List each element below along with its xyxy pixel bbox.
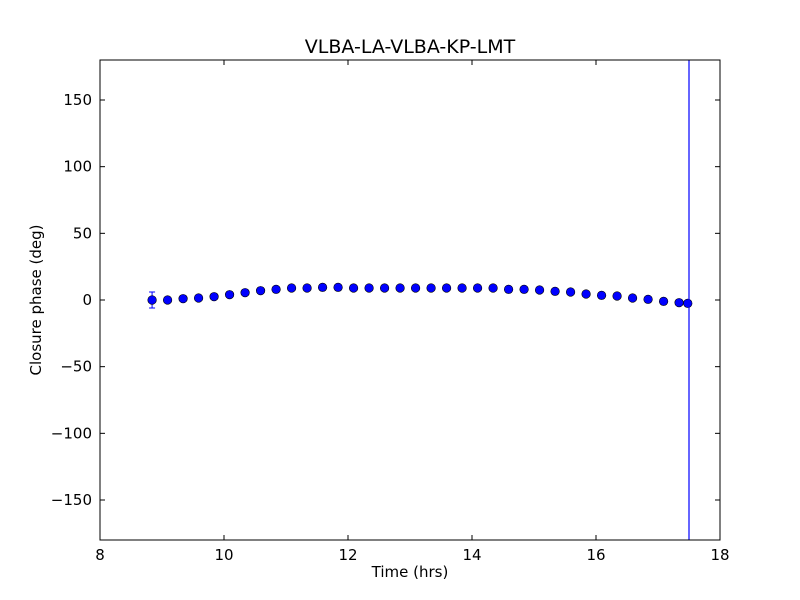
y-tick-label: −50 (60, 358, 92, 376)
data-point (317, 282, 328, 292)
data-point (271, 284, 281, 294)
x-tick-label: 14 (462, 546, 481, 564)
x-tick-label: 10 (214, 546, 233, 564)
x-axis-label: Time (hrs) (371, 563, 449, 581)
data-point (255, 286, 266, 296)
data-point (178, 294, 188, 304)
chart-title: VLBA-LA-VLBA-KP-LMT (305, 36, 516, 58)
data-point (565, 287, 576, 297)
y-tick-label: 0 (82, 291, 92, 309)
data-point (581, 289, 591, 299)
x-tick-label: 8 (95, 546, 105, 564)
data-point (162, 295, 173, 305)
x-tick-label: 16 (586, 546, 605, 564)
data-point (379, 283, 390, 293)
data-point (147, 295, 157, 305)
data-point (534, 285, 545, 295)
data-point (550, 286, 560, 296)
data-point (488, 283, 498, 293)
data-point (410, 283, 421, 293)
data-point (612, 291, 622, 301)
data-point (209, 292, 219, 302)
data-point (286, 283, 297, 293)
x-tick-label: 18 (710, 546, 729, 564)
data-point (333, 282, 343, 292)
y-tick-label: 100 (63, 158, 92, 176)
data-point (658, 296, 669, 306)
data-point (302, 283, 312, 293)
data-point (643, 294, 653, 304)
data-point (674, 298, 684, 308)
y-tick-label: 50 (73, 224, 92, 242)
data-point (348, 283, 359, 293)
data-point (364, 283, 374, 293)
x-tick-label: 12 (338, 546, 357, 564)
data-point (240, 288, 250, 298)
y-tick-label: −100 (51, 424, 92, 442)
y-tick-label: 150 (63, 91, 92, 109)
plot-frame (99, 59, 721, 541)
data-point (519, 284, 529, 294)
y-axis-label: Closure phase (deg) (27, 225, 45, 376)
data-point (457, 283, 467, 293)
data-point (683, 298, 693, 308)
data-point (193, 293, 204, 303)
data-point (395, 283, 405, 293)
y-tick-label: −150 (51, 491, 92, 509)
data-point (596, 290, 607, 300)
data-point (224, 290, 235, 300)
data-point (503, 284, 514, 294)
data-point (472, 283, 483, 293)
data-point (426, 283, 436, 293)
data-point (627, 293, 638, 303)
data-point (441, 283, 452, 293)
